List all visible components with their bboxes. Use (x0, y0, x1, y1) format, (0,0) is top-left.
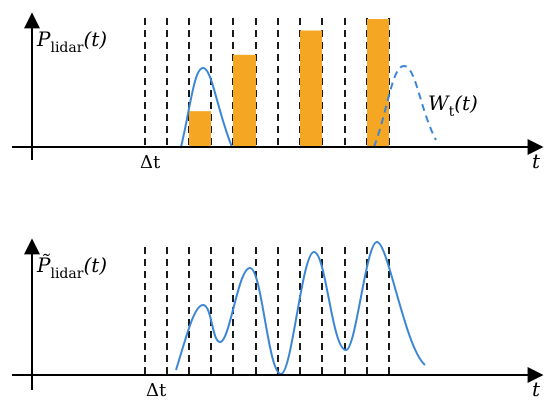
top-bars (189, 19, 389, 148)
lidar-pulse-bar-4 (367, 19, 389, 147)
window-function-label: Wt(t) (428, 91, 478, 120)
top-grid-lines (144, 18, 390, 147)
bottom-panel: P̃lidar(t) t Δt (12, 238, 544, 401)
lidar-pulse-bar-2 (233, 54, 256, 148)
bottom-delta-t-label: Δt (146, 380, 167, 401)
bottom-grid-lines (144, 247, 390, 375)
top-ylabel-symbol: P (36, 27, 51, 51)
top-pulse-curve (180, 66, 233, 148)
top-ylabel-arg: (t) (83, 27, 107, 51)
lidar-pulse-bar-3 (300, 30, 322, 147)
top-delta-t-label: Δt (140, 152, 161, 173)
top-ylabel-subscript: lidar (50, 40, 83, 56)
top-y-axis-label: Plidar(t) (36, 27, 107, 56)
bottom-sum-curve (175, 240, 426, 376)
lidar-pulse-bar-1 (189, 111, 211, 147)
window-function-curve (373, 64, 437, 148)
bottom-ylabel-subscript: lidar (50, 266, 83, 282)
bottom-x-axis-label: t (532, 377, 541, 401)
bottom-ylabel-arg: (t) (83, 253, 107, 277)
window-subscript: t (449, 104, 455, 120)
window-arg: (t) (454, 91, 478, 115)
bottom-ylabel-symbol: P̃ (36, 253, 51, 277)
bottom-y-axis-label: P̃lidar(t) (36, 253, 107, 282)
top-panel: Plidar(t) t Δt Wt(t) (12, 12, 544, 173)
window-symbol: W (428, 91, 450, 115)
top-x-axis-label: t (532, 149, 541, 173)
